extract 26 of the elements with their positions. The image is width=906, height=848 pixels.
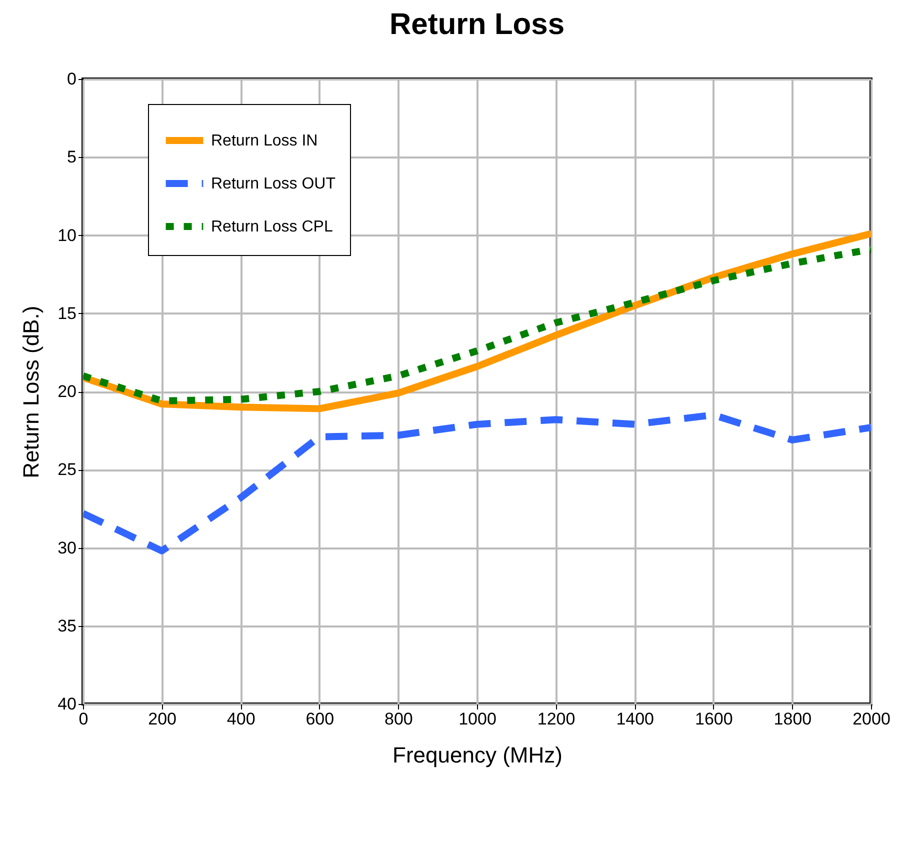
x-tick-label: 800: [384, 710, 413, 728]
y-tick-label: 5: [67, 148, 76, 167]
legend-label: Return Loss CPL: [211, 218, 333, 236]
y-tick-label: 10: [58, 226, 76, 245]
y-tick-label: 35: [58, 616, 76, 636]
x-tick-label: 200: [148, 710, 176, 728]
y-axis-title: Return Loss (dB.): [18, 306, 44, 478]
legend-label: Return Loss IN: [211, 132, 318, 150]
x-axis-title: Frequency (MHz): [392, 742, 562, 768]
y-tick-label: 0: [67, 70, 76, 88]
y-tick-label: 40: [58, 694, 76, 714]
x-tick-label: 1200: [537, 710, 576, 728]
x-tick-label: 1800: [774, 710, 812, 728]
x-tick-label: 600: [306, 710, 334, 728]
x-tick-label: 1600: [694, 710, 733, 728]
chart-title: Return Loss: [389, 8, 565, 41]
x-tick-label: 0: [78, 710, 88, 728]
y-tick-label: 25: [58, 460, 76, 480]
x-tick-label: 1000: [458, 710, 496, 728]
x-tick-label: 2000: [852, 710, 890, 728]
y-tick-label: 20: [58, 382, 76, 401]
y-tick-label: 30: [58, 538, 76, 558]
x-tick-label: 1400: [616, 710, 654, 728]
x-tick-label: 400: [226, 710, 256, 728]
y-tick-label: 15: [58, 304, 76, 323]
legend-label: Return Loss OUT: [211, 176, 336, 192]
